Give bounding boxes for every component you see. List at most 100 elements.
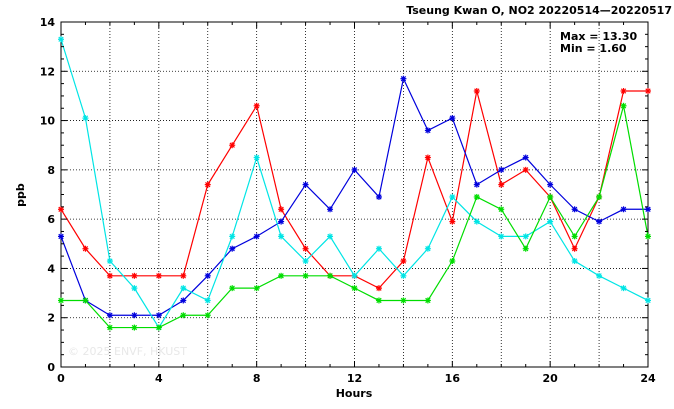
- marker-stroke: [376, 285, 382, 291]
- series-4-point: [424, 297, 431, 304]
- series-2-point: [302, 181, 309, 188]
- series-2-point: [449, 115, 456, 122]
- series-1-point: [424, 154, 431, 161]
- marker-stroke: [351, 167, 358, 173]
- series-3-point: [645, 297, 651, 304]
- series-3-point: [180, 285, 187, 292]
- series-2-point: [620, 206, 627, 213]
- series-2-point: [473, 181, 480, 188]
- marker-stroke: [156, 324, 162, 331]
- marker-stroke: [229, 142, 235, 148]
- series-1-point: [82, 245, 89, 252]
- y-tick-label: 6: [47, 213, 55, 226]
- marker-stroke: [571, 246, 578, 252]
- series-4-point: [82, 297, 89, 304]
- marker-stroke: [474, 218, 480, 225]
- marker-stroke: [58, 233, 64, 240]
- series-3-point: [473, 218, 480, 225]
- series-3-point: [596, 272, 603, 279]
- marker-stroke: [425, 297, 431, 304]
- series-2-point: [131, 312, 138, 319]
- marker-stroke: [400, 273, 407, 279]
- marker-stroke: [180, 297, 186, 304]
- series-3-point: [375, 245, 382, 252]
- series-2-point: [155, 312, 162, 319]
- marker-stroke: [571, 233, 578, 240]
- x-tick-label: 20: [543, 372, 559, 385]
- series-4-point: [375, 297, 382, 304]
- series-4-point: [327, 272, 334, 279]
- series-1-point: [375, 285, 382, 292]
- series-3-point: [522, 233, 529, 240]
- marker-stroke: [376, 246, 382, 252]
- series-3-point: [547, 218, 554, 225]
- marker-stroke: [302, 258, 309, 264]
- marker-stroke: [205, 273, 211, 279]
- series-4-point: [645, 233, 651, 240]
- marker-stroke: [180, 273, 186, 279]
- y-tick-label: 4: [47, 262, 55, 275]
- series-1-point: [229, 142, 236, 149]
- series-3-point: [131, 285, 138, 292]
- marker-stroke: [498, 233, 504, 240]
- series-4-point: [278, 272, 285, 279]
- series-1-point: [253, 102, 260, 109]
- series-4-point: [351, 285, 358, 292]
- series-3-point: [620, 285, 627, 292]
- x-tick-label: 24: [640, 372, 656, 385]
- series-1-point: [302, 245, 309, 252]
- series-2-point: [424, 127, 431, 134]
- y-tick-label: 0: [47, 361, 55, 374]
- marker-stroke: [498, 181, 504, 188]
- marker-stroke: [376, 297, 382, 304]
- marker-stroke: [523, 246, 529, 252]
- series-2-point: [253, 233, 260, 240]
- watermark-text: © 2025 ENVF, HKUST: [68, 345, 187, 358]
- marker-stroke: [58, 297, 64, 304]
- series-3-point: [449, 193, 456, 200]
- series-3-point: [351, 272, 358, 279]
- series-2-point: [180, 297, 187, 304]
- x-axis-title: Hours: [336, 387, 373, 400]
- marker-stroke: [229, 285, 235, 291]
- marker-stroke: [131, 273, 138, 279]
- series-2-point: [204, 272, 211, 279]
- chart-title: Tseung Kwan O, NO2 20220514—20220517: [406, 4, 672, 17]
- series-3-point: [278, 233, 285, 240]
- series-1-point: [522, 166, 529, 173]
- marker-stroke: [449, 194, 456, 200]
- series-4-point: [449, 258, 456, 265]
- marker-stroke: [302, 181, 309, 188]
- marker-stroke: [58, 206, 64, 212]
- series-1-point: [155, 272, 162, 279]
- x-tick-label: 12: [347, 372, 362, 385]
- series-2-point: [229, 245, 236, 252]
- plot-area: © 2025 ENVF, HKUST 0 4 8 12 16 20 240246810121…: [40, 16, 656, 385]
- series-2-point: [375, 193, 382, 200]
- marker-stroke: [180, 285, 186, 291]
- max-stat: Max = 13.30: [560, 30, 637, 43]
- marker-stroke: [498, 167, 504, 173]
- series-1-point: [473, 88, 480, 94]
- marker-stroke: [620, 103, 627, 109]
- marker-stroke: [474, 88, 480, 94]
- y-tick-label: 8: [47, 164, 55, 177]
- series-1-point: [58, 206, 64, 213]
- series-1-point: [131, 272, 138, 279]
- series-4-point: [498, 206, 505, 213]
- series-4-point: [106, 324, 113, 331]
- series-4-point: [155, 324, 162, 331]
- series-2-point: [327, 206, 334, 213]
- series-4-point: [58, 297, 64, 304]
- series-2-point: [58, 233, 64, 240]
- marker-stroke: [107, 324, 113, 331]
- series-4-point: [400, 297, 407, 304]
- series-3-point: [106, 258, 113, 265]
- marker-stroke: [278, 218, 284, 225]
- series-3-point: [498, 233, 505, 240]
- marker-stroke: [523, 154, 529, 161]
- series-group: [58, 36, 651, 331]
- series-4-point: [131, 324, 138, 331]
- marker-stroke: [645, 233, 651, 240]
- x-tick-label: 0: [57, 372, 65, 385]
